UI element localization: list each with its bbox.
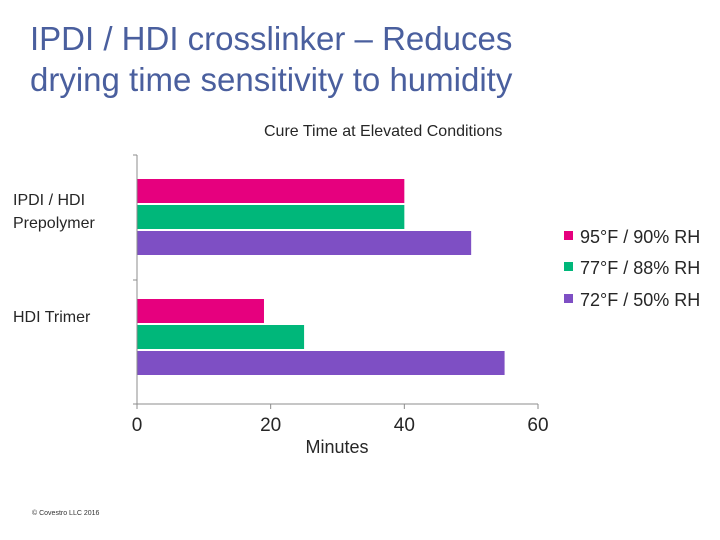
bar: [137, 231, 472, 255]
chart-title: Cure Time at Elevated Conditions: [264, 123, 503, 140]
category-label: Prepolymer: [13, 215, 95, 232]
x-tick-label: 20: [260, 415, 281, 436]
bar: [137, 351, 505, 375]
x-tick-label: 0: [132, 415, 143, 436]
bar: [137, 299, 264, 323]
bar: [137, 205, 405, 229]
category-label: IPDI / HDI: [13, 192, 85, 209]
slide-title-line-1: IPDI / HDI crosslinker – Reduces: [30, 20, 513, 57]
legend-swatch: [564, 262, 573, 271]
legend-swatch: [564, 231, 573, 240]
slide-title: IPDI / HDI crosslinker – Reduces drying …: [30, 18, 650, 100]
legend-label: 77°F / 88% RH: [580, 258, 700, 278]
legend-swatch: [564, 294, 573, 303]
slide-title-line-2: drying time sensitivity to humidity: [30, 61, 513, 98]
bar: [137, 325, 305, 349]
x-tick-label: 60: [527, 415, 548, 436]
copyright-notice: © Covestro LLC 2016: [32, 510, 100, 517]
x-axis-title: Minutes: [305, 437, 368, 457]
legend-label: 95°F / 90% RH: [580, 227, 700, 247]
legend-label: 72°F / 50% RH: [580, 290, 700, 310]
bar: [137, 179, 405, 203]
x-tick-label: 40: [394, 415, 415, 436]
category-label: HDI Trimer: [13, 309, 91, 326]
